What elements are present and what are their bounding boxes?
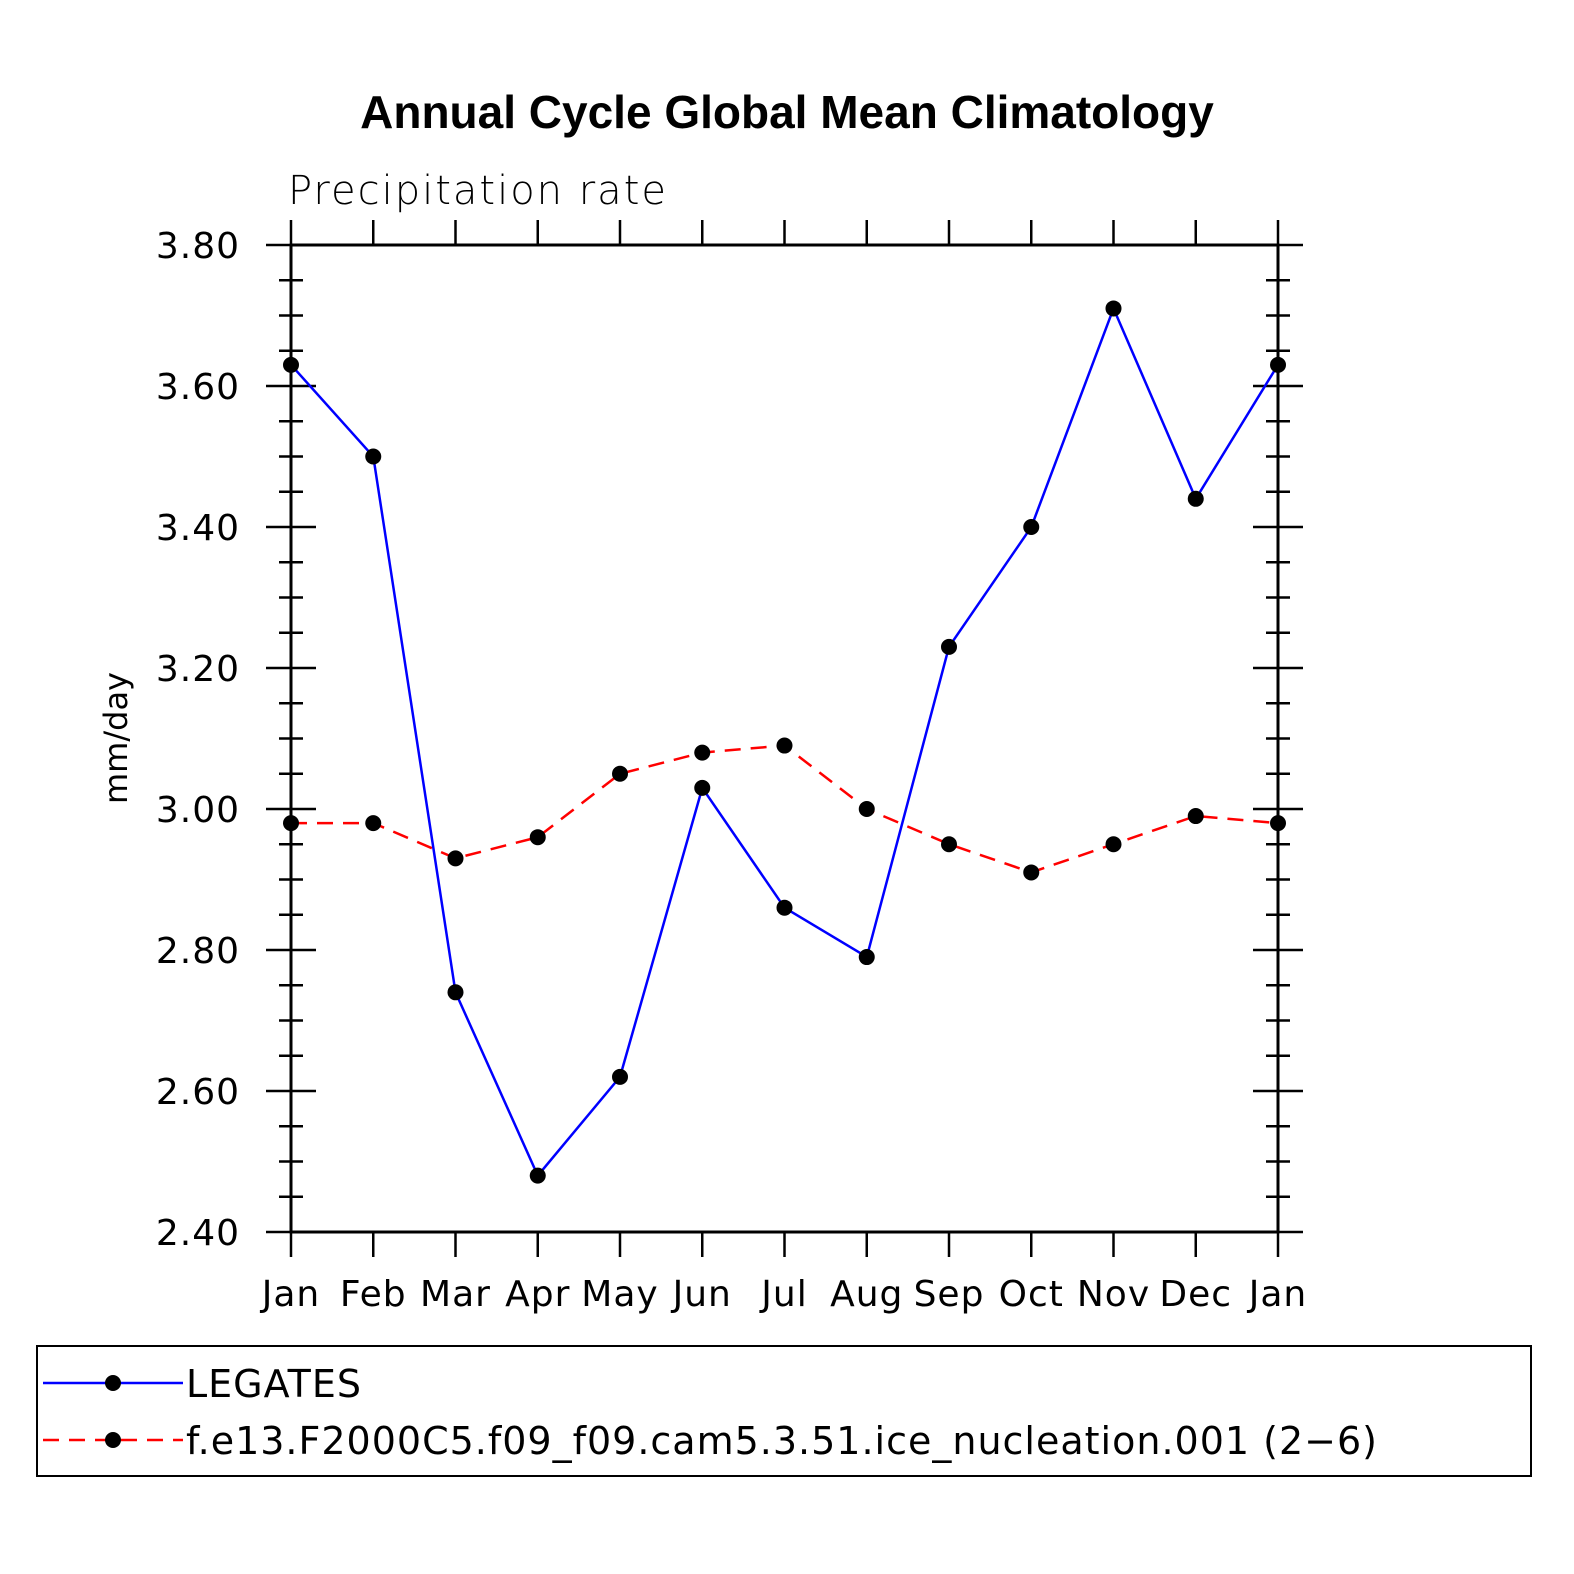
- y-tick-labels: 2.40 2.60 2.80 3.00 3.20 3.40 3.60 3.80: [156, 226, 240, 1254]
- series-1-point: [941, 836, 957, 853]
- chart-subtitle: Precipitation rate: [288, 168, 668, 214]
- y-axis-label: mm/day: [97, 672, 135, 804]
- series-layer: [283, 300, 1286, 1184]
- series-1-point: [612, 765, 628, 782]
- series-0-point: [1105, 300, 1122, 317]
- series-1-point: [858, 801, 875, 817]
- plot-frame: [289, 243, 1280, 1234]
- x-tick-labels: Jan Feb Mar Apr May Jun Jul Aug Sep Oct Nov Dec Jan: [260, 1274, 1308, 1315]
- y-tick-label: 3.00: [156, 790, 240, 831]
- x-tick-label: Sep: [914, 1274, 985, 1315]
- series-0-point: [858, 949, 875, 966]
- y-tick-label: 2.40: [156, 1213, 240, 1254]
- x-tick-label: Oct: [999, 1274, 1064, 1315]
- x-tick-label: Apr: [505, 1274, 570, 1315]
- series-1-point: [1270, 815, 1286, 832]
- series-line-1: [291, 744, 1279, 874]
- x-tick-label: Aug: [830, 1274, 903, 1315]
- x-tick-label: Mar: [420, 1274, 491, 1315]
- x-tick-label: May: [581, 1274, 658, 1315]
- x-tick-label: Jan: [260, 1274, 321, 1315]
- series-0-point: [1023, 519, 1040, 535]
- legend-marker-model: [105, 1432, 121, 1448]
- series-0-point: [941, 638, 957, 655]
- legend: LEGATES f.e13.F2000C5.f09_f09.cam5.3.51.…: [36, 1345, 1532, 1477]
- x-tick-label: Dec: [1159, 1274, 1232, 1315]
- y-tick-label: 3.40: [156, 508, 240, 549]
- legend-label-model: f.e13.F2000C5.f09_f09.cam5.3.51.ice_nucl…: [186, 1419, 1378, 1463]
- series-1-point: [447, 850, 464, 867]
- series-0-point: [1187, 490, 1204, 507]
- series-1-point: [776, 737, 793, 754]
- series-0-point: [694, 779, 711, 796]
- series-1-point: [1105, 836, 1122, 853]
- series-1-point: [529, 829, 546, 846]
- series-1-point: [365, 815, 382, 832]
- series-1-point: [1187, 808, 1204, 825]
- series-0-point: [612, 1068, 628, 1085]
- x-tick-label: Feb: [340, 1274, 407, 1315]
- y-tick-label: 3.20: [156, 649, 240, 690]
- chart-title: Annual Cycle Global Mean Climatology: [360, 86, 1214, 138]
- x-tick-label: Jul: [759, 1274, 807, 1315]
- x-tick-label: Jan: [1247, 1274, 1308, 1315]
- series-1-point: [283, 815, 299, 832]
- series-1-point: [694, 744, 711, 761]
- y-tick-label: 3.80: [156, 226, 240, 267]
- series-0-point: [776, 899, 793, 916]
- x-tick-label: Nov: [1077, 1274, 1150, 1315]
- y-tick-label: 2.80: [156, 931, 240, 972]
- y-tick-label: 3.60: [156, 367, 240, 408]
- series-1-point: [1023, 864, 1040, 881]
- x-tick-label: Jun: [671, 1274, 732, 1315]
- legend-box: [36, 1345, 1532, 1477]
- series-0-point: [447, 984, 464, 1001]
- series-0-point: [283, 356, 299, 373]
- legend-marker-legates: [105, 1375, 121, 1391]
- series-0-point: [529, 1167, 546, 1184]
- legend-label-legates: LEGATES: [186, 1362, 362, 1406]
- series-0-point: [1270, 356, 1286, 373]
- y-tick-label: 2.60: [156, 1072, 240, 1113]
- series-0-point: [365, 448, 382, 465]
